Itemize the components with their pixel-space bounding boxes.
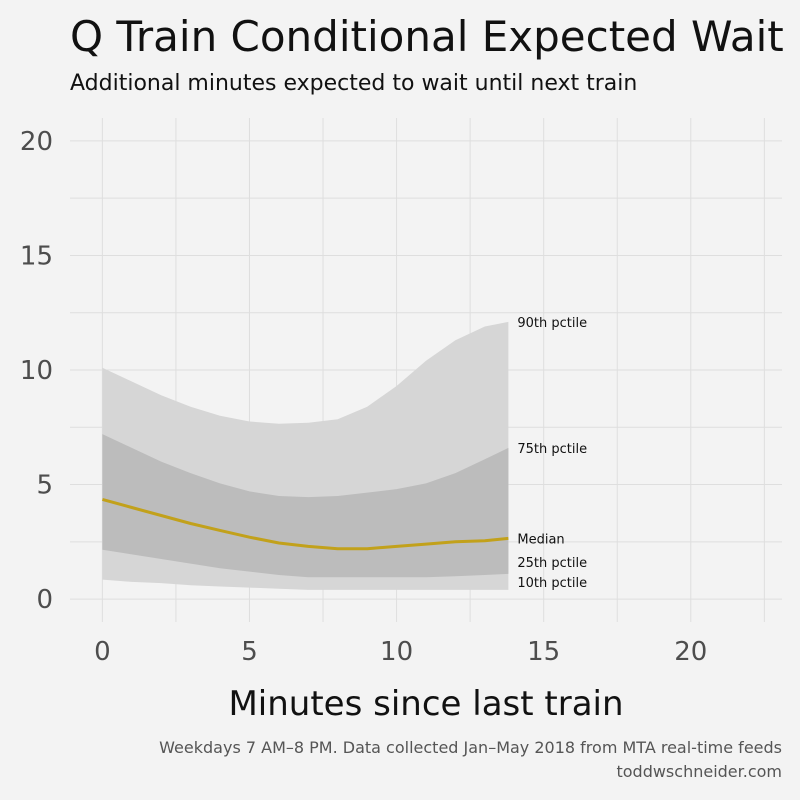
x-tick-label: 15 xyxy=(527,637,560,667)
axis-ticks: 0 5 10 15 20 0 5 10 15 20 xyxy=(20,127,707,667)
band-25-75 xyxy=(102,434,509,578)
y-tick-label: 5 xyxy=(36,471,53,501)
caption-source: Weekdays 7 AM–8 PM. Data collected Jan–M… xyxy=(159,738,782,757)
series-label: 25th pctile xyxy=(517,556,587,571)
band-labels: 90th pctile 75th pctile Median 25th pctile 1… xyxy=(517,316,587,591)
y-tick-label: 10 xyxy=(20,356,53,386)
caption-site: toddwschneider.com xyxy=(616,762,782,781)
x-tick-label: 20 xyxy=(674,637,707,667)
x-tick-label: 10 xyxy=(380,637,413,667)
median-line xyxy=(102,497,509,551)
y-tick-label: 20 xyxy=(20,127,53,157)
x-axis-label: Minutes since last train xyxy=(228,684,623,724)
chart-subtitle: Additional minutes expected to wait unti… xyxy=(70,71,638,96)
x-tick-label: 0 xyxy=(94,637,111,667)
chart-title: Q Train Conditional Expected Wait xyxy=(70,12,784,61)
percentile-bands xyxy=(102,321,509,590)
series-label: 75th pctile xyxy=(517,442,587,457)
series-label: Median xyxy=(517,532,564,547)
x-tick-label: 5 xyxy=(241,637,258,667)
median-line-group xyxy=(102,497,509,551)
series-label: 90th pctile xyxy=(517,316,587,331)
series-label: 10th pctile xyxy=(517,576,587,591)
y-tick-label: 15 xyxy=(20,241,53,271)
y-tick-label: 0 xyxy=(36,585,53,615)
